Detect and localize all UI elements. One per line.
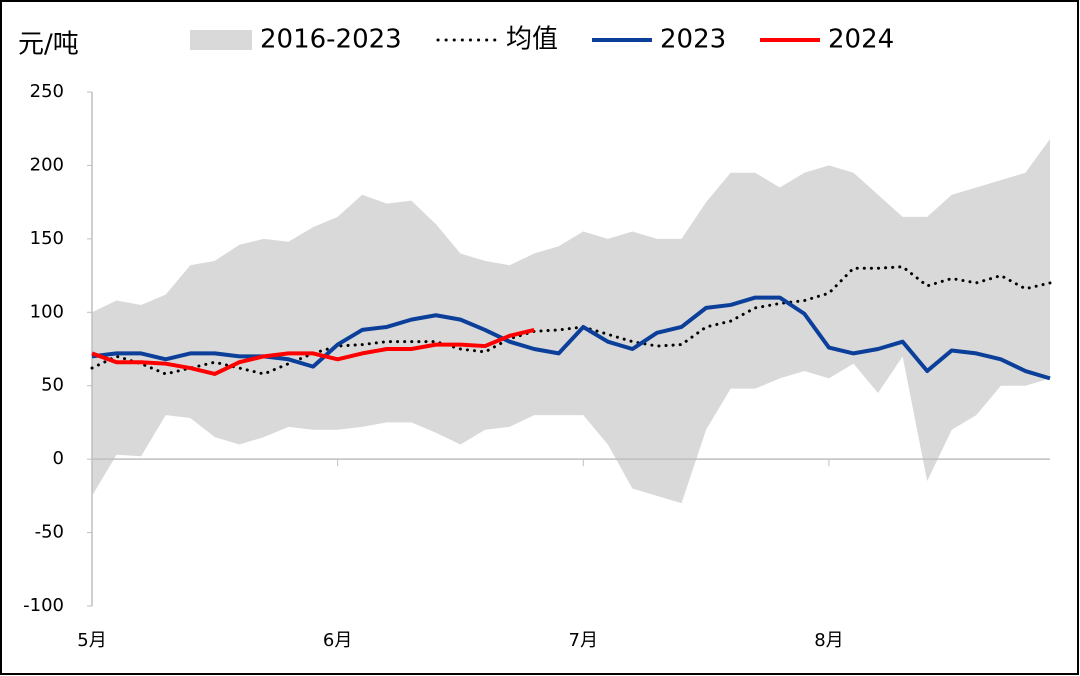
x-tick-label: 5月: [77, 630, 106, 651]
y-tick-label: 50: [41, 375, 64, 396]
y-tick-label: 100: [30, 301, 64, 322]
x-tick-label: 8月: [814, 630, 843, 651]
series-line: [91, 295, 1051, 381]
legend-label: 2023: [660, 25, 726, 55]
legend-label: 2024: [828, 25, 894, 55]
y-tick-label: 200: [30, 154, 64, 175]
y-tick-label: 150: [30, 228, 64, 249]
y-tick-label: 250: [30, 81, 64, 102]
y-tick-label: -50: [35, 522, 64, 543]
x-tick-label: 6月: [323, 630, 352, 651]
legend-label: 均值: [506, 25, 558, 55]
y-tick-label: 0: [53, 448, 64, 469]
x-tick-label: 7月: [569, 630, 598, 651]
y-axis-unit: 元/吨: [18, 30, 79, 60]
legend-label: 2016-2023: [260, 25, 402, 55]
legend-swatch: [190, 30, 252, 50]
range-band: [92, 138, 1050, 504]
y-tick-label: -100: [23, 595, 64, 616]
series-line: [91, 327, 535, 376]
